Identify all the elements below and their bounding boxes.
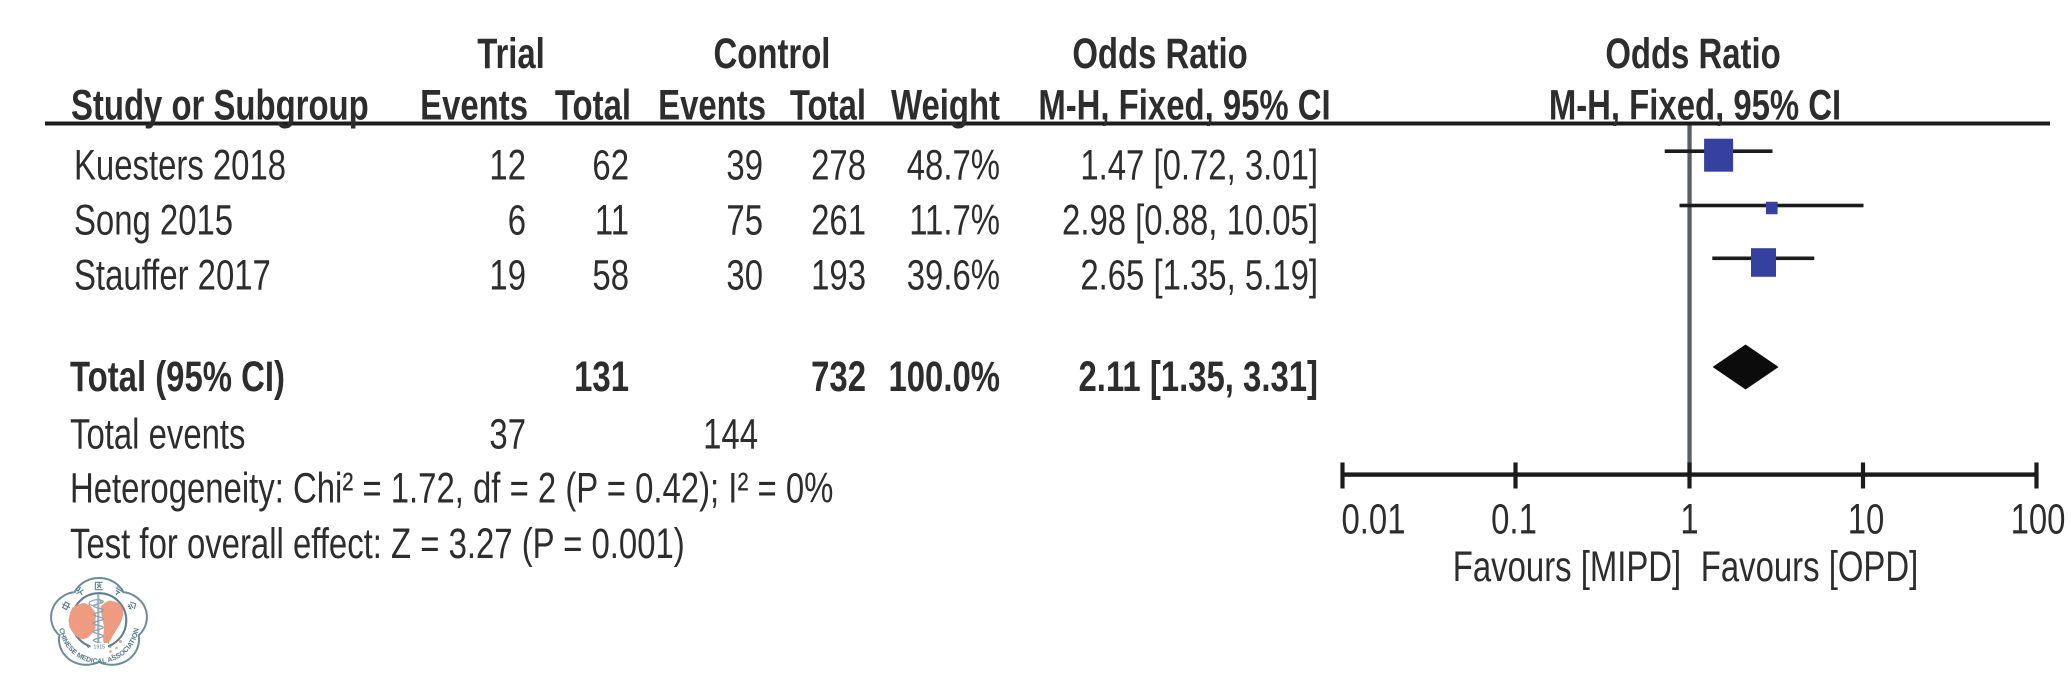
svg-text:Odds Ratio: Odds Ratio — [1605, 30, 1780, 78]
svg-text:131: 131 — [574, 353, 629, 401]
svg-text:48.7%: 48.7% — [907, 141, 1000, 189]
svg-text:Weight: Weight — [891, 81, 1000, 129]
svg-text:261: 261 — [811, 196, 866, 244]
svg-text:732: 732 — [811, 353, 866, 401]
svg-text:0.1: 0.1 — [1491, 495, 1537, 543]
svg-text:Kuesters 2018: Kuesters 2018 — [74, 141, 286, 189]
svg-text:2.98 [0.88, 10.05]: 2.98 [0.88, 10.05] — [1062, 196, 1318, 244]
svg-text:0.01: 0.01 — [1341, 495, 1405, 543]
svg-text:100: 100 — [2011, 495, 2066, 543]
svg-text:39.6%: 39.6% — [907, 251, 1000, 299]
svg-text:37: 37 — [489, 410, 526, 458]
svg-text:Odds Ratio: Odds Ratio — [1072, 30, 1247, 78]
svg-text:75: 75 — [726, 196, 763, 244]
svg-text:144: 144 — [703, 410, 758, 458]
svg-text:1.47 [0.72, 3.01]: 1.47 [0.72, 3.01] — [1080, 141, 1318, 189]
svg-text:Heterogeneity: Chi² = 1.72, df: Heterogeneity: Chi² = 1.72, df = 2 (P = … — [70, 464, 833, 512]
svg-text:Total (95% CI): Total (95% CI) — [70, 353, 285, 401]
svg-text:10: 10 — [1848, 495, 1885, 543]
svg-text:Trial: Trial — [477, 30, 545, 78]
svg-text:Total: Total — [555, 81, 631, 129]
svg-text:39: 39 — [726, 141, 763, 189]
svg-text:100.0%: 100.0% — [888, 353, 1000, 401]
svg-text:Control: Control — [714, 30, 831, 78]
svg-text:30: 30 — [726, 251, 763, 299]
svg-text:62: 62 — [592, 141, 629, 189]
svg-text:6: 6 — [508, 196, 526, 244]
svg-text:2.11 [1.35, 3.31]: 2.11 [1.35, 3.31] — [1079, 353, 1318, 401]
svg-text:12: 12 — [489, 141, 526, 189]
svg-text:Stauffer 2017: Stauffer 2017 — [74, 251, 271, 299]
svg-text:2.65 [1.35, 5.19]: 2.65 [1.35, 5.19] — [1080, 251, 1318, 299]
svg-text:Study or Subgroup: Study or Subgroup — [71, 81, 369, 129]
svg-text:Test for overall effect: Z = 3: Test for overall effect: Z = 3.27 (P = 0… — [70, 520, 685, 568]
svg-text:Total events: Total events — [70, 410, 245, 458]
svg-text:11: 11 — [595, 196, 629, 244]
svg-text:Favours [MIPD]: Favours [MIPD] — [1453, 543, 1681, 591]
svg-text:M-H, Fixed, 95% CI: M-H, Fixed, 95% CI — [1549, 81, 1841, 129]
svg-text:Song 2015: Song 2015 — [74, 196, 233, 244]
svg-text:1915: 1915 — [94, 644, 106, 650]
svg-text:Total: Total — [790, 81, 866, 129]
svg-text:58: 58 — [592, 251, 629, 299]
svg-text:1: 1 — [1680, 495, 1698, 543]
svg-text:M-H, Fixed, 95% CI: M-H, Fixed, 95% CI — [1038, 81, 1330, 129]
svg-text:11.7%: 11.7% — [909, 196, 1000, 244]
svg-text:19: 19 — [489, 251, 526, 299]
svg-text:278: 278 — [811, 141, 866, 189]
svg-text:Events: Events — [420, 81, 528, 129]
svg-text:Favours [OPD]: Favours [OPD] — [1701, 543, 1918, 591]
svg-text:Events: Events — [658, 81, 766, 129]
svg-text:193: 193 — [811, 251, 866, 299]
